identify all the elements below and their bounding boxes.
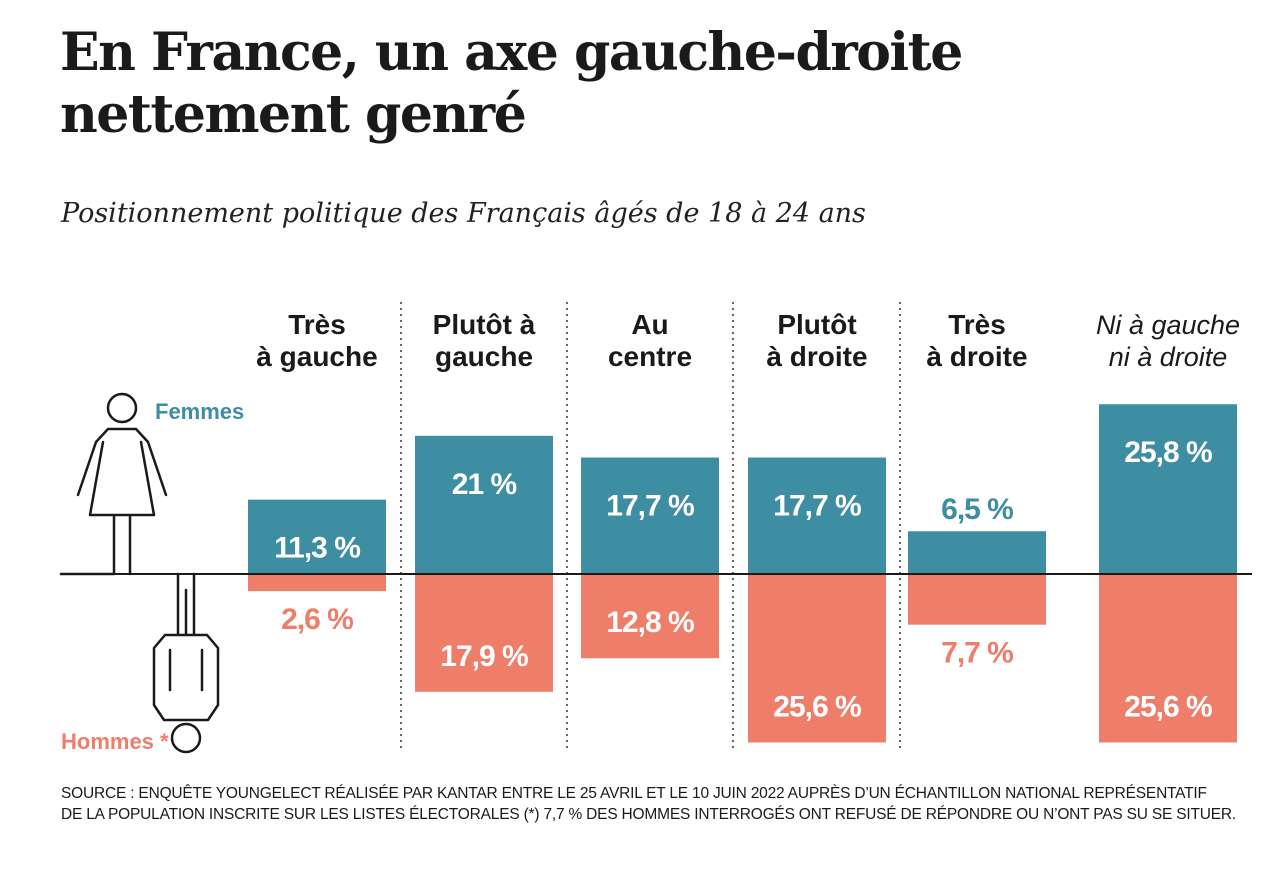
value-label-femmes: 11,3 % xyxy=(274,532,360,565)
value-label-hommes: 25,6 % xyxy=(773,690,861,723)
bar-hommes xyxy=(1099,574,1237,743)
bar-femmes xyxy=(248,499,386,574)
category-labels: Très à gauche Plutôt à gauche Au centre Plutôt… xyxy=(256,309,1240,372)
legend-femmes: Femmes xyxy=(155,399,244,424)
category-label: Plutôt à gauche xyxy=(433,309,536,372)
value-label-hommes: 12,8 % xyxy=(606,606,694,639)
value-label-hommes: 25,6 % xyxy=(1124,690,1212,723)
bar-hommes xyxy=(415,574,553,692)
bar-hommes xyxy=(248,574,386,592)
value-label-femmes: 25,8 % xyxy=(1124,436,1212,469)
value-label-femmes: 17,7 % xyxy=(606,490,694,523)
bar-femmes xyxy=(908,531,1046,574)
category-label: Ni à gauche ni à droite xyxy=(1096,310,1240,372)
category-label: Plutôt à droite xyxy=(766,309,867,372)
chart-subtitle: Positionnement politique des Français âg… xyxy=(61,198,866,229)
column-separators xyxy=(400,302,901,748)
value-labels: 11,3 % 21 % 17,7 % 17,7 % 6,5 % 25,8 % 2,6 % 17… xyxy=(274,436,1213,723)
value-label-hommes: 7,7 % xyxy=(941,637,1013,670)
bar-hommes xyxy=(581,574,719,659)
source-note: SOURCE : ENQUÊTE YOUNGELECT RÉALISÉE PAR… xyxy=(61,783,1236,825)
value-label-femmes: 21 % xyxy=(452,468,517,501)
category-label: Très à droite xyxy=(926,309,1027,372)
value-label-femmes: 17,7 % xyxy=(773,490,861,523)
diverging-bar-chart: Très à gauche Plutôt à gauche Au centre Plutôt… xyxy=(59,302,1252,754)
bar-hommes xyxy=(748,574,886,743)
legend-hommes: Hommes * xyxy=(61,729,169,754)
chart-title: En France, un axe gauche-droite nettemen… xyxy=(60,22,963,145)
man-figure-icon xyxy=(152,572,220,754)
bar-femmes xyxy=(415,435,553,574)
source-line-2: DE LA POPULATION INSCRITE SUR LES LISTES… xyxy=(61,806,1236,823)
bar-hommes xyxy=(908,574,1046,625)
category-label: Au centre xyxy=(608,309,692,372)
bar-femmes xyxy=(748,457,886,574)
woman-figure-icon xyxy=(59,392,168,576)
value-label-hommes: 17,9 % xyxy=(440,640,528,673)
category-label: Très à gauche xyxy=(256,309,377,372)
bar-femmes xyxy=(1099,404,1237,574)
value-label-femmes: 6,5 % xyxy=(941,493,1013,526)
bar-femmes xyxy=(581,457,719,574)
source-line-1: SOURCE : ENQUÊTE YOUNGELECT RÉALISÉE PAR… xyxy=(61,785,1207,802)
value-label-hommes: 2,6 % xyxy=(281,603,353,636)
bars xyxy=(248,404,1237,743)
